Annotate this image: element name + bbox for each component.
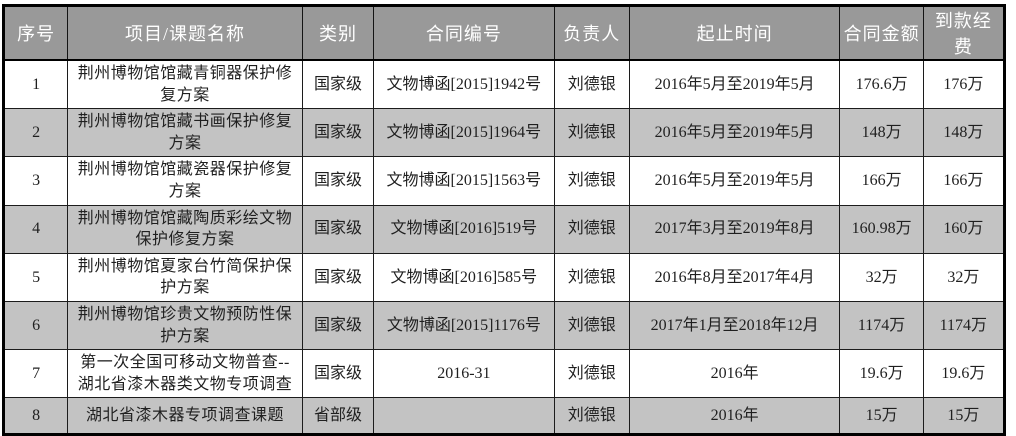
header-cell-leader: 负责人 xyxy=(553,5,630,61)
cell-index: 7 xyxy=(2,349,69,399)
cell-received-funds: 1174万 xyxy=(922,300,1006,351)
cell-index: 2 xyxy=(2,108,69,158)
cell-contract-amount: 15万 xyxy=(839,397,924,436)
cell-category: 国家级 xyxy=(301,349,375,399)
cell-name: 荆州博物馆珍贵文物预防性保护方案 xyxy=(67,300,303,351)
cell-index: 3 xyxy=(2,156,69,206)
cell-received-funds: 148万 xyxy=(922,108,1006,158)
cell-period: 2016年 xyxy=(628,349,841,399)
cell-contract-amount: 148万 xyxy=(839,108,924,158)
cell-category: 国家级 xyxy=(301,252,375,302)
table-row: 6 荆州博物馆珍贵文物预防性保护方案 国家级 文物博函[2015]1176号 刘德银 20… xyxy=(2,300,1006,351)
cell-received-funds: 166万 xyxy=(922,156,1006,206)
header-cell-name: 项目/课题名称 xyxy=(67,5,303,61)
cell-period: 2016年8月至2017年4月 xyxy=(628,252,841,302)
cell-category: 国家级 xyxy=(301,59,375,110)
header-cell-category: 类别 xyxy=(301,5,375,61)
header-cell-received-funds: 到款经费 xyxy=(922,5,1006,61)
cell-period: 2016年5月至2019年5月 xyxy=(628,108,841,158)
table-row: 8 湖北省漆木器专项调查课题 省部级 刘德银 2016年 15万 15万 xyxy=(2,397,1006,436)
cell-contract-amount: 1174万 xyxy=(839,300,924,351)
table-body: 1 荆州博物馆馆藏青铜器保护修复方案 国家级 文物博函[2015]1942号 刘德银 20… xyxy=(2,59,1006,436)
cell-contract-no: 2016-31 xyxy=(373,349,555,399)
header-cell-period: 起止时间 xyxy=(628,5,841,61)
cell-name: 荆州博物馆馆藏瓷器保护修复方案 xyxy=(67,156,303,206)
cell-contract-amount: 176.6万 xyxy=(839,59,924,110)
cell-name: 荆州博物馆馆藏青铜器保护修复方案 xyxy=(67,59,303,110)
cell-received-funds: 160万 xyxy=(922,204,1006,254)
table-row: 7 第一次全国可移动文物普查--湖北省漆木器类文物专项调查 国家级 2016-31 刘德… xyxy=(2,349,1006,399)
cell-period: 2016年 xyxy=(628,397,841,436)
cell-leader: 刘德银 xyxy=(553,349,630,399)
cell-contract-amount: 19.6万 xyxy=(839,349,924,399)
cell-name: 荆州博物馆馆藏陶质彩绘文物保护修复方案 xyxy=(67,204,303,254)
cell-index: 5 xyxy=(2,252,69,302)
cell-name: 荆州博物馆夏家台竹简保护保护方案 xyxy=(67,252,303,302)
cell-received-funds: 19.6万 xyxy=(922,349,1006,399)
cell-period: 2016年5月至2019年5月 xyxy=(628,59,841,110)
cell-contract-no: 文物博函[2016]519号 xyxy=(373,204,555,254)
cell-contract-no: 文物博函[2015]1964号 xyxy=(373,108,555,158)
cell-leader: 刘德银 xyxy=(553,252,630,302)
table-row: 2 荆州博物馆馆藏书画保护修复方案 国家级 文物博函[2015]1964号 刘德银 201… xyxy=(2,108,1006,158)
header-cell-index: 序号 xyxy=(2,5,69,61)
header-cell-contract-amount: 合同金额 xyxy=(839,5,924,61)
cell-contract-no: 文物博函[2016]585号 xyxy=(373,252,555,302)
cell-contract-no: 文物博函[2015]1176号 xyxy=(373,300,555,351)
table-row: 3 荆州博物馆馆藏瓷器保护修复方案 国家级 文物博函[2015]1563号 刘德银 201… xyxy=(2,156,1006,206)
cell-period: 2017年1月至2018年12月 xyxy=(628,300,841,351)
cell-received-funds: 15万 xyxy=(922,397,1006,436)
table-row: 5 荆州博物馆夏家台竹简保护保护方案 国家级 文物博函[2016]585号 刘德银 201… xyxy=(2,252,1006,302)
cell-category: 省部级 xyxy=(301,397,375,436)
table-row: 1 荆州博物馆馆藏青铜器保护修复方案 国家级 文物博函[2015]1942号 刘德银 20… xyxy=(2,59,1006,110)
cell-name: 荆州博物馆馆藏书画保护修复方案 xyxy=(67,108,303,158)
cell-category: 国家级 xyxy=(301,204,375,254)
cell-category: 国家级 xyxy=(301,108,375,158)
table-row: 4 荆州博物馆馆藏陶质彩绘文物保护修复方案 国家级 文物博函[2016]519号 刘德银… xyxy=(2,204,1006,254)
header-cell-contract-no: 合同编号 xyxy=(373,5,555,61)
cell-period: 2017年3月至2019年8月 xyxy=(628,204,841,254)
cell-name: 湖北省漆木器专项调查课题 xyxy=(67,397,303,436)
cell-index: 4 xyxy=(2,204,69,254)
cell-contract-no xyxy=(373,397,555,436)
cell-contract-amount: 32万 xyxy=(839,252,924,302)
cell-category: 国家级 xyxy=(301,156,375,206)
cell-leader: 刘德银 xyxy=(553,300,630,351)
cell-leader: 刘德银 xyxy=(553,204,630,254)
cell-contract-amount: 160.98万 xyxy=(839,204,924,254)
cell-received-funds: 176万 xyxy=(922,59,1006,110)
cell-period: 2016年5月至2019年5月 xyxy=(628,156,841,206)
cell-leader: 刘德银 xyxy=(553,156,630,206)
cell-received-funds: 32万 xyxy=(922,252,1006,302)
cell-contract-no: 文物博函[2015]1942号 xyxy=(373,59,555,110)
cell-leader: 刘德银 xyxy=(553,108,630,158)
cell-category: 国家级 xyxy=(301,300,375,351)
cell-index: 6 xyxy=(2,300,69,351)
cell-name: 第一次全国可移动文物普查--湖北省漆木器类文物专项调查 xyxy=(67,349,303,399)
cell-contract-amount: 166万 xyxy=(839,156,924,206)
cell-leader: 刘德银 xyxy=(553,59,630,110)
cell-index: 8 xyxy=(2,397,69,436)
cell-index: 1 xyxy=(2,59,69,110)
header-row: 序号 项目/课题名称 类别 合同编号 负责人 起止时间 合同金额 到款经费 xyxy=(2,5,1006,61)
cell-leader: 刘德银 xyxy=(553,397,630,436)
cell-contract-no: 文物博函[2015]1563号 xyxy=(373,156,555,206)
